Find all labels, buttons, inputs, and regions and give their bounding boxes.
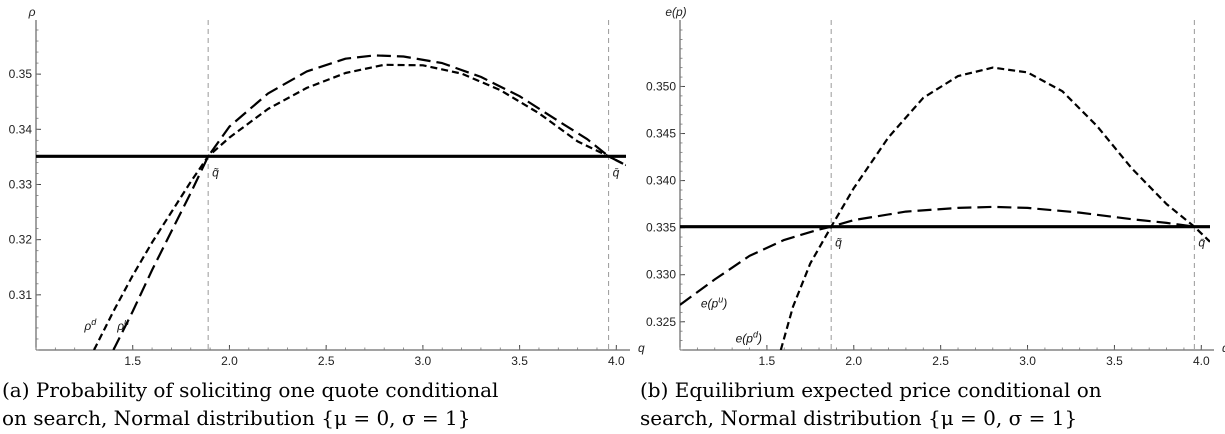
- y-tick-label-a-1: 0.32: [9, 233, 33, 247]
- x-tick-label-b-5: 4.0: [1193, 354, 1210, 368]
- x-tick-label-b-4: 3.5: [1106, 354, 1123, 368]
- annotation-superscript: d: [91, 317, 97, 327]
- annotation-tail: ): [756, 331, 762, 345]
- caption-b-line1: (b) Equilibrium expected price condition…: [640, 378, 1102, 402]
- x-axis-label-b: q: [1222, 341, 1225, 355]
- y-axis-label-a: ρ: [28, 5, 36, 19]
- x-tick-label-a-1: 2.0: [221, 354, 238, 368]
- y-tick-label-b-0: 0.325: [646, 315, 676, 329]
- chart-panel-b: 1.5 2.0 2.5 3.0 3.5 4.0 0.325 0.330 0.335 0.340 0.…: [646, 5, 1225, 368]
- y-tick-label-b-4: 0.345: [646, 127, 676, 141]
- caption-b-line2: search, Normal distribution {μ = 0, σ = …: [640, 406, 1078, 430]
- caption-a: (a) Probability of soliciting one quote …: [2, 376, 498, 432]
- y-tick-label-b-5: 0.350: [646, 79, 676, 93]
- x-tick-label-a-4: 3.5: [511, 354, 528, 368]
- x-tick-label-b-1: 2.0: [845, 354, 862, 368]
- x-tick-label-a-2: 2.5: [318, 354, 335, 368]
- annotation-base: e(p: [736, 331, 754, 345]
- x-tick-label-b-2: 2.5: [932, 354, 949, 368]
- series-group-b: [680, 66, 1210, 350]
- x-tick-label-a-0: 1.5: [124, 354, 141, 368]
- series-line-a-0: [112, 54, 626, 350]
- series-group-a: [36, 54, 626, 350]
- x-tick-label-a-5: 4.0: [608, 354, 625, 368]
- vline-label-a-1: q̄: [613, 165, 620, 179]
- vline-label-a-0: q̃: [212, 165, 219, 179]
- y-axis-label-b: e(p): [665, 5, 686, 19]
- series-annotation-a-0: ρd: [83, 317, 97, 333]
- series-line-b-0: [680, 205, 1195, 306]
- annotation-superscript: d: [753, 329, 759, 339]
- caption-a-line2: on search, Normal distribution {μ = 0, σ…: [2, 406, 471, 430]
- x-tick-label-b-3: 3.0: [1019, 354, 1036, 368]
- y-tick-label-a-2: 0.33: [9, 177, 33, 191]
- y-tick-label-b-3: 0.340: [646, 174, 676, 188]
- caption-b: (b) Equilibrium expected price condition…: [640, 376, 1102, 432]
- annotation-base: ρ: [116, 319, 124, 333]
- annotation-base: e(p: [701, 297, 719, 311]
- y-tick-label-a-0: 0.31: [9, 288, 33, 302]
- series-annotation-a-1: ρu: [116, 317, 129, 333]
- chart-panel-a: 1.5 2.0 2.5 3.0 3.5 4.0 0.31 0.32 0.33 0.34 0.35 q ρ…: [9, 5, 645, 368]
- vline-label-b-1: q̄: [1198, 236, 1205, 250]
- series-annotation-b-0: e(pu): [701, 295, 727, 311]
- series-line-a-1: [93, 63, 626, 350]
- vline-label-b-0: q̃: [835, 236, 842, 250]
- series-line-b-1: [779, 66, 1210, 350]
- y-tick-label-b-1: 0.330: [646, 268, 676, 282]
- y-tick-label-b-2: 0.335: [646, 221, 676, 235]
- caption-a-line1: (a) Probability of soliciting one quote …: [2, 378, 499, 402]
- annotation-tail: ): [721, 297, 727, 311]
- y-tick-label-a-3: 0.34: [9, 122, 33, 136]
- annotation-superscript: u: [718, 295, 723, 305]
- annotation-superscript: u: [124, 317, 129, 327]
- x-tick-label-b-0: 1.5: [759, 354, 776, 368]
- annotation-base: ρ: [83, 319, 91, 333]
- y-tick-label-a-4: 0.35: [9, 67, 33, 81]
- x-axis-label-a: q: [638, 341, 645, 355]
- series-annotation-b-1: e(pd): [736, 329, 762, 345]
- x-tick-label-a-3: 3.0: [415, 354, 432, 368]
